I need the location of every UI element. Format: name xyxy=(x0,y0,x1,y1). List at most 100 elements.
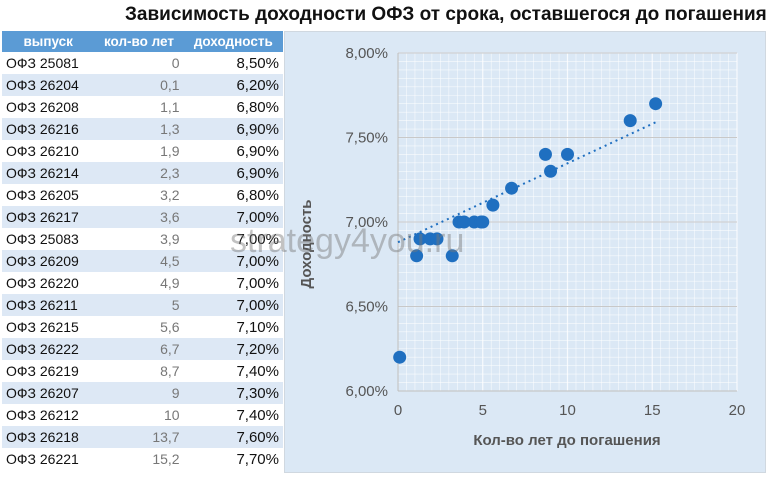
data-point xyxy=(476,215,490,229)
cell-issue: ОФЗ 25081 xyxy=(6,55,79,71)
x-tick-label: 5 xyxy=(479,402,487,419)
cell-years: 15,2 xyxy=(152,451,180,467)
cell-issue: ОФЗ 26222 xyxy=(2,338,95,360)
data-point xyxy=(430,232,444,246)
cell-years: 4,5 xyxy=(94,250,184,272)
table-row: ОФЗ 26215 5,6 7,10% xyxy=(2,316,283,338)
scatter-chart: 6,00% 6,50% 7,00% 7,50% 8,00% 0 5 10 15 20 Кол-во … xyxy=(298,45,746,449)
cell-years: 8,7 xyxy=(160,363,180,379)
cell-yield: 8,50% xyxy=(236,54,279,72)
cell-yield: 7,70% xyxy=(236,450,279,468)
cell-years: 10 xyxy=(164,407,180,423)
cell-years: 9 xyxy=(94,382,184,404)
cell-issue: ОФЗ 26209 xyxy=(2,250,95,272)
cell-years: 1,9 xyxy=(160,143,180,159)
table-row: ОФЗ 26207 9 7,30% xyxy=(2,382,283,404)
data-point xyxy=(486,198,500,212)
data-point xyxy=(445,249,459,263)
cell-yield: 6,90% xyxy=(236,142,279,160)
data-point xyxy=(393,350,407,364)
cell-years: 4,9 xyxy=(160,275,180,291)
cell-issue: ОФЗ 26215 xyxy=(6,319,79,335)
cell-yield: 7,40% xyxy=(236,362,279,380)
y-axis-title: Доходность xyxy=(298,199,315,288)
table-row: ОФЗ 25083 3,9 7,00% xyxy=(2,228,283,250)
cell-issue: ОФЗ 26218 xyxy=(2,426,95,448)
table-row: ОФЗ 26208 1,1 6,80% xyxy=(2,96,283,118)
table-row: ОФЗ 26212 10 7,40% xyxy=(2,404,283,426)
x-axis-title: Кол-во лет до погашения xyxy=(473,432,660,449)
data-point xyxy=(561,147,574,161)
cell-yield: 6,80% xyxy=(236,186,279,204)
cell-yield: 6,90% xyxy=(183,162,283,184)
cell-yield: 7,40% xyxy=(236,406,279,424)
table-row: ОФЗ 26222 6,7 7,20% xyxy=(2,338,283,360)
data-point xyxy=(413,232,427,246)
data-point xyxy=(544,164,558,178)
cell-years: 1,3 xyxy=(94,118,184,140)
chart-panel: 6,00% 6,50% 7,00% 7,50% 8,00% 0 5 10 15 20 Кол-во … xyxy=(284,31,766,473)
cell-issue: ОФЗ 26217 xyxy=(2,206,95,228)
table-row: ОФЗ 26217 3,6 7,00% xyxy=(2,206,283,228)
cell-issue: ОФЗ 26207 xyxy=(2,382,95,404)
table-row: ОФЗ 25081 0 8,50% xyxy=(2,52,283,74)
y-tick-label: 6,50% xyxy=(345,299,388,316)
table-row: ОФЗ 26210 1,9 6,90% xyxy=(2,140,283,162)
header-years: кол-во лет xyxy=(94,31,184,52)
table-row: ОФЗ 26218 13,7 7,60% xyxy=(2,426,283,448)
data-point xyxy=(410,249,424,263)
cell-issue: ОФЗ 26214 xyxy=(2,162,95,184)
table-row: ОФЗ 26211 5 7,00% xyxy=(2,294,283,316)
table-row: ОФЗ 26204 0,1 6,20% xyxy=(2,74,283,96)
x-tick-label: 15 xyxy=(644,402,661,419)
table-row: ОФЗ 26216 1,3 6,90% xyxy=(2,118,283,140)
cell-yield: 7,10% xyxy=(236,318,279,336)
cell-yield: 7,00% xyxy=(183,250,283,272)
header-issue: выпуск xyxy=(2,31,95,52)
x-tick-label: 0 xyxy=(394,402,402,419)
cell-issue: ОФЗ 26212 xyxy=(6,407,79,423)
y-tick-label: 8,00% xyxy=(345,45,388,62)
x-tick-label: 20 xyxy=(729,402,746,419)
cell-issue: ОФЗ 26210 xyxy=(6,143,79,159)
cell-years: 0,1 xyxy=(94,74,184,96)
data-point xyxy=(623,114,637,128)
cell-yield: 6,80% xyxy=(236,98,279,116)
cell-years: 1,1 xyxy=(160,99,180,115)
table-row: ОФЗ 26219 8,7 7,40% xyxy=(2,360,283,382)
table-row: ОФЗ 26214 2,3 6,90% xyxy=(2,162,283,184)
cell-yield: 7,00% xyxy=(236,274,279,292)
cell-yield: 7,60% xyxy=(183,426,283,448)
x-tick-label: 10 xyxy=(559,402,576,419)
table-row: ОФЗ 26220 4,9 7,00% xyxy=(2,272,283,294)
cell-yield: 7,20% xyxy=(183,338,283,360)
cell-years: 13,7 xyxy=(94,426,184,448)
cell-issue: ОФЗ 25083 xyxy=(6,231,79,247)
table-row: ОФЗ 26221 15,2 7,70% xyxy=(2,448,283,470)
cell-years: 2,3 xyxy=(94,162,184,184)
cell-years: 3,9 xyxy=(160,231,180,247)
cell-issue: ОФЗ 26216 xyxy=(2,118,95,140)
data-point xyxy=(538,147,552,161)
cell-issue: ОФЗ 26204 xyxy=(2,74,95,96)
data-point xyxy=(457,215,471,229)
cell-years: 6,7 xyxy=(94,338,184,360)
cell-issue: ОФЗ 26221 xyxy=(6,451,79,467)
header-yield: доходность xyxy=(183,31,283,52)
table-row: ОФЗ 26209 4,5 7,00% xyxy=(2,250,283,272)
data-point xyxy=(505,181,519,195)
cell-issue: ОФЗ 26220 xyxy=(6,275,79,291)
table-row: ОФЗ 26205 3,2 6,80% xyxy=(2,184,283,206)
y-tick-label: 7,00% xyxy=(345,214,388,231)
cell-yield: 7,00% xyxy=(183,206,283,228)
y-tick-label: 7,50% xyxy=(345,130,388,147)
cell-years: 3,2 xyxy=(160,187,180,203)
page-title: Зависимость доходности ОФЗ от срока, ост… xyxy=(125,4,767,25)
cell-yield: 7,00% xyxy=(236,230,279,248)
cell-yield: 7,30% xyxy=(183,382,283,404)
trendline xyxy=(397,121,657,244)
bond-table: выпуск кол-во лет доходность ОФЗ 25081 0 8… xyxy=(2,31,283,470)
cell-issue: ОФЗ 26208 xyxy=(6,99,79,115)
cell-years: 3,6 xyxy=(94,206,184,228)
cell-yield: 6,90% xyxy=(183,118,283,140)
